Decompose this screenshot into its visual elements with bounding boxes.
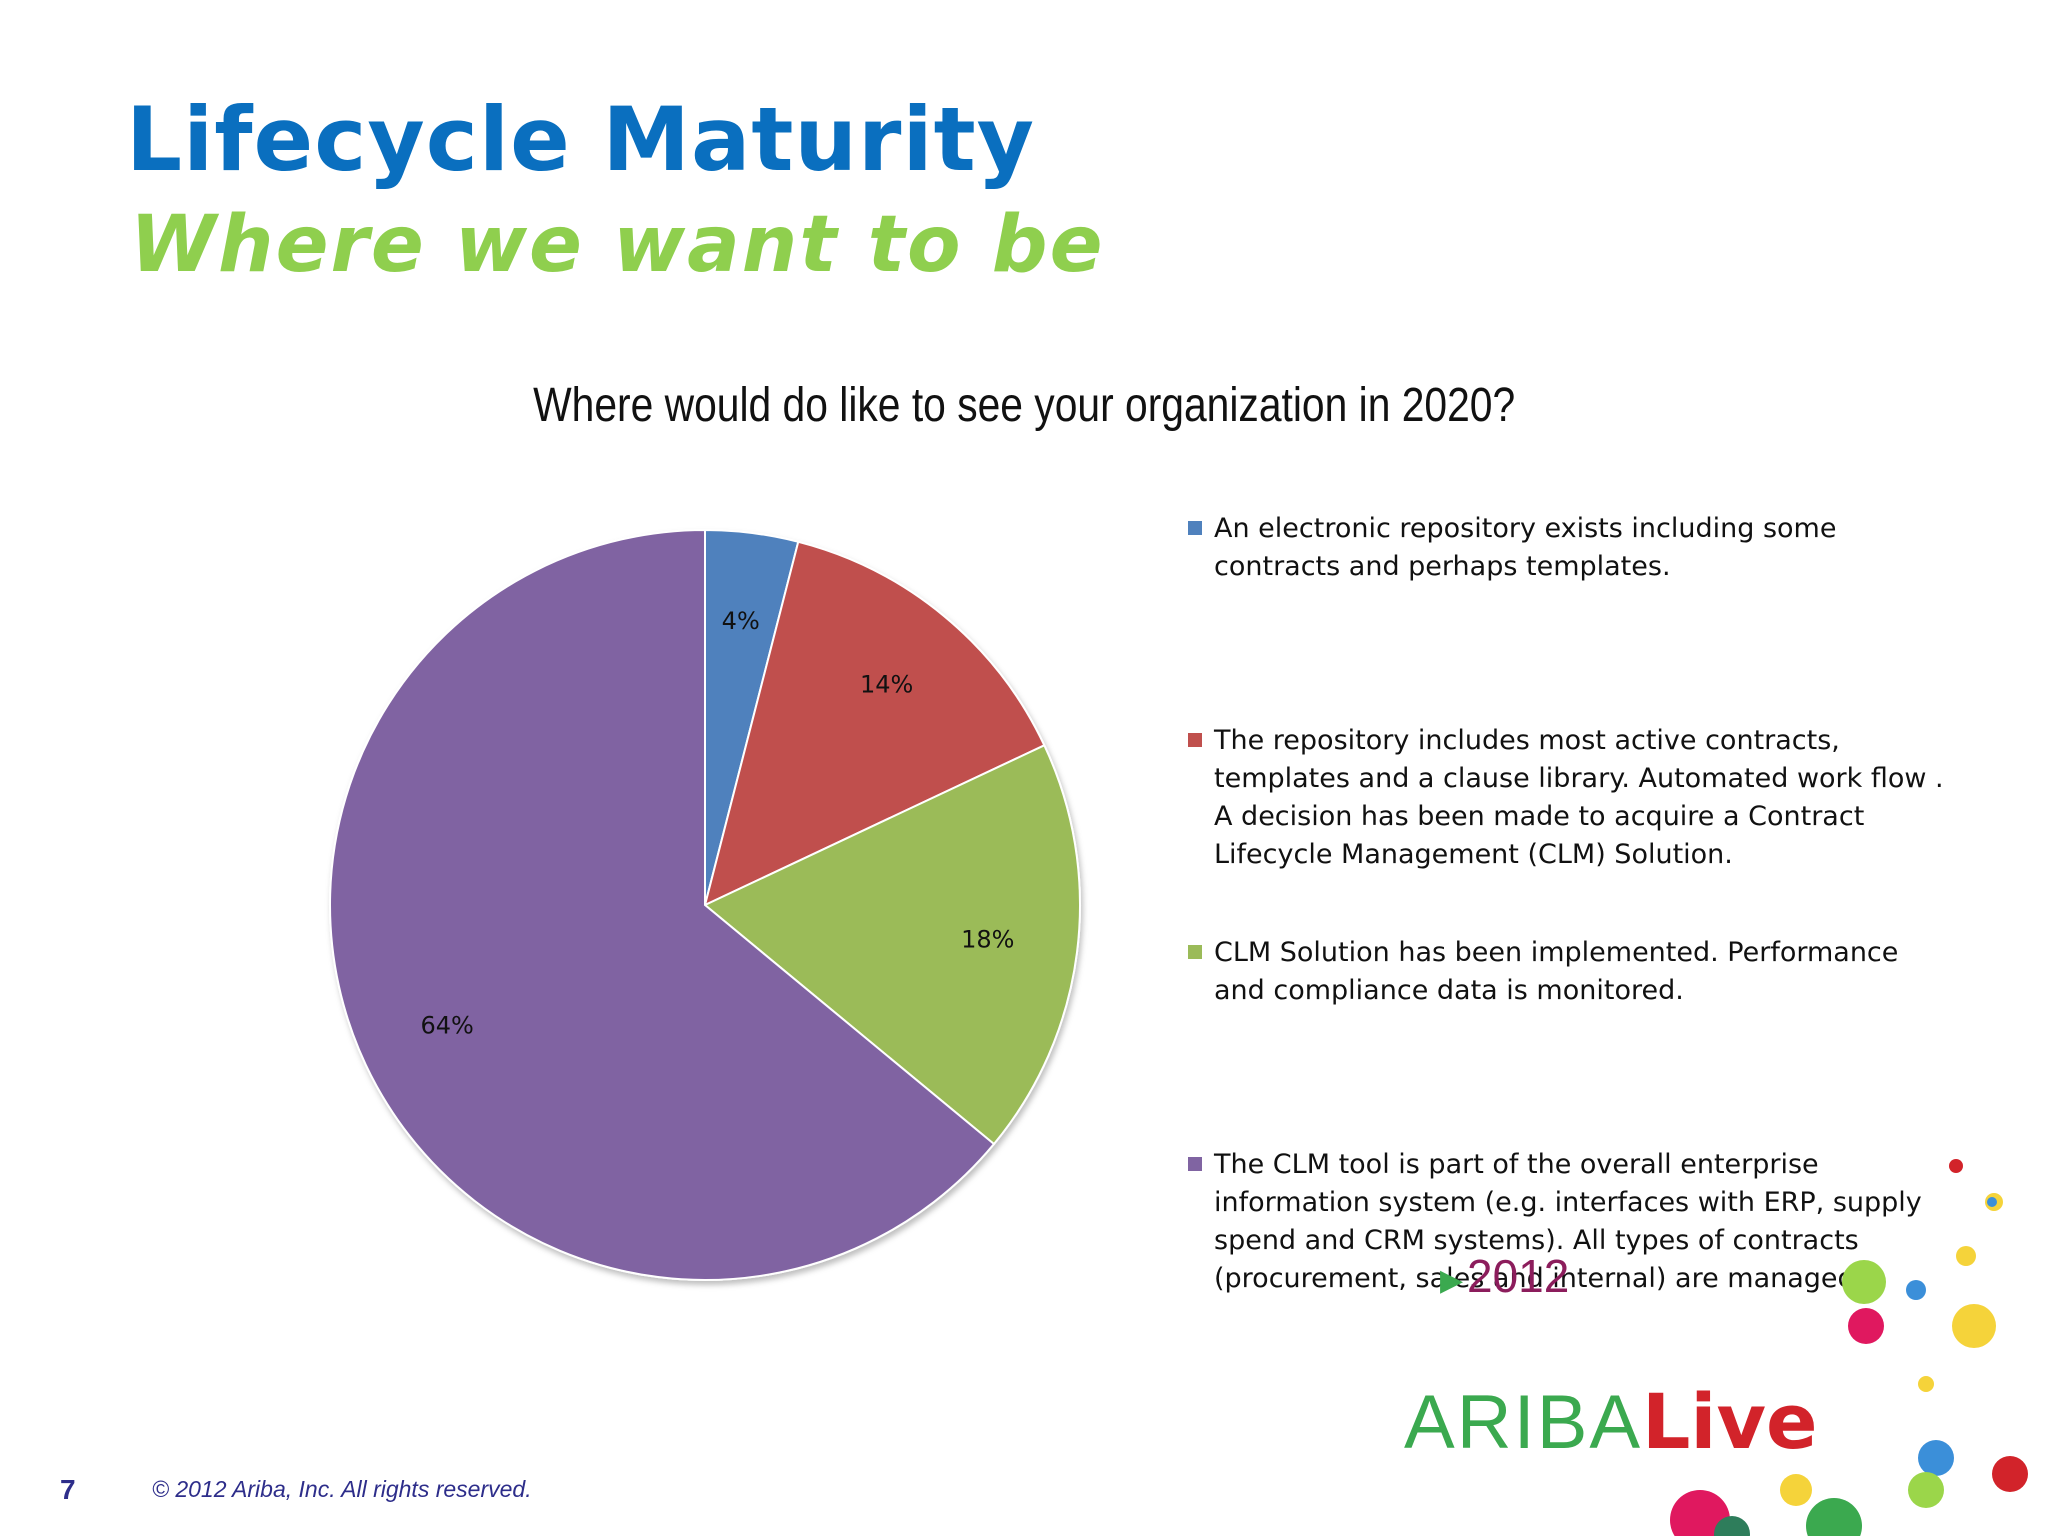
pie-labels: 4% 14% 18% 64%	[420, 607, 1014, 1039]
pie-data-label: 64%	[420, 1011, 473, 1039]
page-number: 7	[60, 1474, 76, 1505]
pie-chart: 4% 14% 18% 64%	[329, 528, 1081, 1281]
pie-slice	[703, 744, 1081, 1146]
legend-label: An electronic repository exists includin…	[1214, 513, 1837, 582]
slide-subtitle: Where we want to be	[130, 200, 1105, 290]
legend-label: CLM Solution has been implemented. Perfo…	[1214, 937, 1899, 1006]
ariba-live-logo: ▶ 2012 ARIBA Live	[1404, 1159, 2028, 1536]
slide-title: Lifecycle Maturity	[126, 88, 1036, 191]
legend-swatch	[1188, 1157, 1202, 1171]
legend-label: The CLM tool is part of the overall ente…	[1214, 1149, 1922, 1294]
pie-slice	[703, 540, 1046, 907]
chart-title: Where would do like to see your organiza…	[533, 379, 1516, 432]
pie-data-label: 18%	[961, 926, 1014, 954]
logo-arrow-icon: ▶	[1440, 1263, 1463, 1298]
legend-swatch	[1188, 521, 1202, 535]
pie-data-label: 4%	[722, 607, 760, 635]
legend-swatch	[1188, 945, 1202, 959]
legend-swatch	[1188, 733, 1202, 747]
decorative-dots	[1670, 1159, 2028, 1536]
copyright-text: © 2012 Ariba, Inc. All rights reserved.	[152, 1476, 532, 1502]
pie-slice	[329, 528, 996, 1281]
logo-brand-live: Live	[1642, 1377, 1818, 1466]
logo-year: 2012	[1467, 1250, 1569, 1302]
legend-label: The repository includes most active cont…	[1214, 725, 1944, 870]
logo-brand-ariba: ARIBA	[1404, 1380, 1642, 1465]
pie-data-label: 14%	[860, 670, 913, 698]
pie-slices	[329, 528, 1081, 1281]
